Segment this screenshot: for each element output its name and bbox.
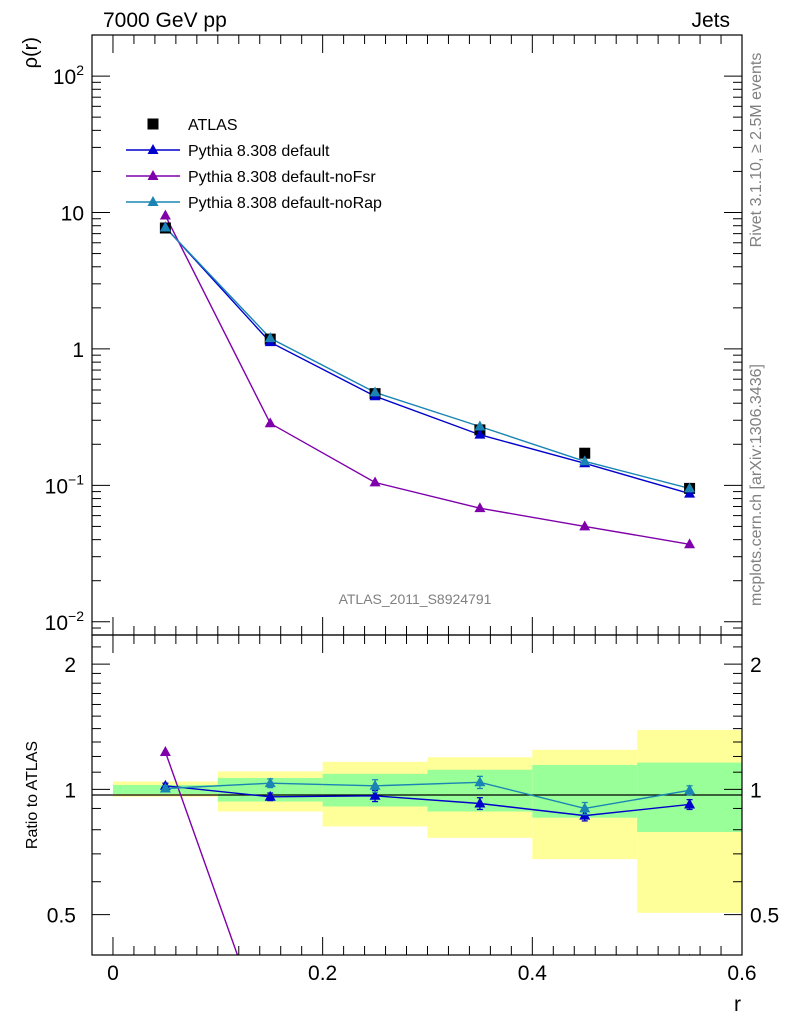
legend-label-noRap: Pythia 8.308 default-noRap bbox=[188, 195, 382, 212]
ratio-series-layer bbox=[159, 746, 696, 1017]
ratio-line-noRap bbox=[165, 781, 690, 810]
ratio-ticks: 0.5 0.5 1 1 2 2 0 0.2 0.4 0.6 bbox=[47, 635, 779, 985]
ratio-point-noRap bbox=[369, 779, 381, 790]
data-point-noRap bbox=[369, 386, 381, 397]
legend-marker-data bbox=[147, 118, 159, 130]
data-point-noRap bbox=[474, 420, 486, 431]
data-point-default bbox=[474, 428, 486, 439]
data-point-noRap bbox=[264, 332, 276, 343]
legend-marker-noFsr bbox=[147, 170, 159, 180]
ratio-point-noRap bbox=[579, 802, 591, 813]
ratio-point-noRap bbox=[474, 776, 486, 787]
header-right: Jets bbox=[691, 9, 730, 32]
ratio-ylabel: Ratio to ATLAS bbox=[24, 741, 41, 849]
ratio-ytick-label-right: 1 bbox=[750, 779, 762, 802]
main-ylabel: ρ(r) bbox=[20, 37, 42, 68]
ratio-point-default bbox=[684, 798, 696, 809]
main-plot-area: 10−2 10−1 1 10 102 ATLAS Pythia 8.308 default… bbox=[45, 34, 743, 636]
side-label-bottom: mcplots.cern.ch [arXiv:1306.3436] bbox=[748, 364, 765, 606]
ratio-point-noRap bbox=[684, 784, 696, 795]
ratio-point-noRap bbox=[264, 777, 276, 788]
main-series-layer bbox=[159, 209, 696, 549]
legend-label-default: Pythia 8.308 default bbox=[188, 143, 330, 160]
ratio-point-noFsr bbox=[159, 746, 171, 756]
data-point-noFsr bbox=[264, 417, 276, 428]
ratio-xtick-label: 0.6 bbox=[727, 962, 756, 985]
analysis-label: ATLAS_2011_S8924791 bbox=[339, 591, 492, 607]
ratio-point-default bbox=[264, 790, 276, 801]
ratio-plot-area: 0.5 0.5 1 1 2 2 0 0.2 0.4 0.6 bbox=[47, 634, 779, 1017]
ratio-band-inner bbox=[637, 762, 742, 833]
data-point-noFsr bbox=[159, 209, 171, 220]
ratio-ytick-label: 0.5 bbox=[47, 905, 76, 928]
data-point-noFsr bbox=[579, 520, 591, 531]
ratio-bands-layer bbox=[112, 729, 742, 913]
legend-label-noFsr: Pythia 8.308 default-noFsr bbox=[188, 169, 376, 186]
series-line-noRap bbox=[164, 227, 690, 490]
legend: ATLAS Pythia 8.308 default Pythia 8.308 de… bbox=[126, 117, 382, 212]
main-ytick-label: 10 bbox=[61, 202, 84, 225]
ratio-xtick-label: 0.2 bbox=[308, 962, 337, 985]
legend-marker-default bbox=[147, 144, 159, 154]
data-point-default bbox=[684, 487, 696, 498]
data-point-noRap bbox=[579, 455, 591, 466]
ratio-xlabel: r bbox=[734, 993, 741, 1016]
ratio-xtick-label: 0.4 bbox=[518, 962, 548, 985]
ratio-point-default bbox=[369, 789, 381, 800]
side-label-top: Rivet 3.1.10, ≥ 2.5M events bbox=[748, 53, 765, 248]
data-point-noRap bbox=[684, 482, 696, 493]
ratio-xtick-label: 0 bbox=[107, 962, 119, 985]
main-ytick-label: 10−2 bbox=[45, 608, 85, 635]
legend-label-data: ATLAS bbox=[188, 117, 238, 134]
main-ytick-label: 10−1 bbox=[45, 471, 85, 498]
data-point-noFsr bbox=[474, 502, 486, 513]
ratio-line-default bbox=[165, 785, 690, 817]
main-ytick-label: 102 bbox=[53, 62, 84, 89]
ratio-frame bbox=[91, 634, 743, 956]
header-left: 7000 GeV pp bbox=[103, 9, 227, 32]
data-point-noRap bbox=[159, 221, 171, 232]
ratio-ytick-label-right: 0.5 bbox=[750, 905, 779, 928]
ratio-point-noRap bbox=[159, 782, 171, 793]
ratio-point-noFsr bbox=[579, 1007, 590, 1017]
ratio-point-default bbox=[474, 797, 486, 808]
data-point-noFsr bbox=[369, 476, 381, 487]
series-line-noFsr bbox=[164, 215, 690, 545]
ratio-ytick-label-right: 2 bbox=[750, 654, 762, 677]
ratio-ytick-label: 1 bbox=[64, 779, 76, 802]
main-ytick-label: 1 bbox=[72, 339, 84, 362]
data-point-data bbox=[579, 447, 591, 459]
legend-marker-noRap bbox=[147, 196, 159, 206]
series-line-default bbox=[164, 226, 690, 495]
data-point-noFsr bbox=[684, 538, 696, 549]
ratio-ytick-label: 2 bbox=[64, 654, 76, 677]
